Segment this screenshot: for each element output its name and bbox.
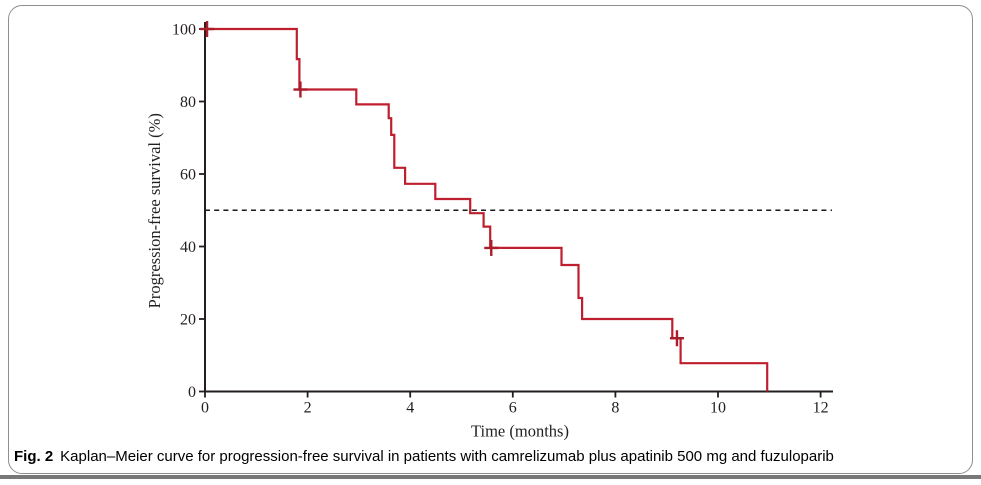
y-tick-label: 60	[180, 167, 196, 184]
y-tick-label: 80	[180, 94, 196, 111]
x-tick-label: 10	[710, 400, 726, 417]
x-tick-label: 2	[304, 400, 312, 417]
x-tick-label: 0	[201, 400, 209, 417]
figure-caption-text: Kaplan–Meier curve for progression-free …	[60, 448, 834, 465]
x-tick-label: 6	[509, 400, 517, 417]
x-axis-title: Time (months)	[471, 422, 569, 441]
y-tick-label: 0	[188, 384, 196, 401]
figure-caption: Fig. 2 Kaplan–Meier curve for progression…	[14, 448, 954, 465]
x-tick-label: 4	[406, 400, 414, 417]
survival-curve	[205, 27, 769, 392]
y-tick-label: 20	[180, 312, 196, 329]
y-axis-title: Progression-free survival (%)	[145, 113, 164, 308]
x-tick-label: 8	[611, 400, 619, 417]
y-tick-label: 100	[172, 22, 196, 39]
bottom-divider	[0, 475, 981, 479]
figure-label: Fig. 2	[14, 448, 54, 465]
x-tick-label: 12	[813, 400, 829, 417]
y-tick-label: 40	[180, 239, 196, 256]
